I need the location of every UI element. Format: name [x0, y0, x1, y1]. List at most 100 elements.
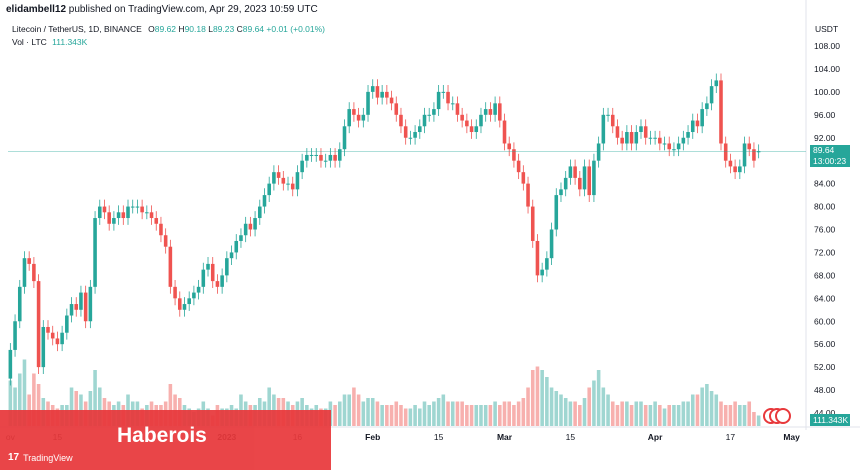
candle-body: [149, 212, 154, 219]
candle-body: [145, 212, 149, 214]
candle-body: [714, 80, 719, 87]
candle-body: [752, 149, 756, 161]
candle-body: [601, 114, 606, 144]
candle-body: [83, 292, 88, 322]
candle-body: [69, 304, 74, 316]
candle-body: [512, 149, 516, 161]
candle-body: [516, 160, 521, 173]
volume-bar: [681, 401, 686, 426]
promo-text: Haberois: [117, 424, 207, 447]
candle-body: [709, 86, 714, 104]
candle-body: [88, 286, 93, 322]
candle-body: [479, 114, 483, 127]
close-label: C: [236, 24, 243, 34]
volume-bar: [672, 405, 676, 426]
volume-bar: [582, 398, 587, 426]
volume-bar: [526, 387, 530, 426]
candle-body: [55, 338, 60, 345]
candle-body: [695, 120, 700, 127]
volume-bar: [97, 387, 102, 426]
price-tick-label: 104.00: [814, 64, 840, 74]
candle-body: [135, 206, 140, 208]
volume-bar: [540, 370, 544, 426]
volume-bar: [498, 405, 502, 426]
volume-bar: [403, 408, 408, 426]
price-tick-label: 56.00: [814, 339, 836, 349]
candle-body: [587, 166, 592, 196]
candle-body: [728, 160, 733, 167]
candle-body: [610, 114, 615, 127]
price-tick-label: 44.00: [814, 408, 836, 418]
candle-body: [427, 114, 431, 116]
volume-bar: [610, 401, 615, 426]
volume-bar: [36, 384, 41, 426]
volume-bar: [366, 398, 370, 426]
candle-body: [719, 80, 723, 144]
last-price: 89.64: [813, 145, 835, 155]
candle-body: [474, 126, 479, 133]
candle-body: [272, 172, 276, 184]
candle-body: [380, 91, 384, 98]
volume-bar: [719, 401, 723, 426]
volume-bar: [705, 384, 709, 426]
volume-label[interactable]: Vol · LTC: [12, 37, 47, 47]
candle-body: [469, 126, 474, 133]
candle-body: [276, 172, 281, 178]
currency-label: USDT: [815, 24, 839, 34]
change-value: +0.01 (+0.01%): [266, 24, 326, 34]
candle-body: [112, 218, 116, 224]
volume-bar: [752, 412, 756, 426]
volume-bar: [728, 405, 733, 426]
time-tick-label: 17: [726, 432, 736, 442]
promo-banner: Haberois 17 TradingView: [0, 410, 331, 470]
price-tick-label: 48.00: [814, 385, 836, 395]
candle-body: [596, 143, 601, 161]
volume-bar: [545, 377, 549, 426]
candle-body: [290, 183, 295, 190]
volume-bar: [413, 405, 417, 426]
candle-body: [173, 286, 177, 299]
candle-body: [168, 246, 173, 287]
volume-bar: [380, 405, 384, 426]
low-value: 89.23: [212, 24, 235, 34]
volume-bar: [662, 408, 667, 426]
publisher-name[interactable]: elidambell12: [6, 4, 67, 15]
candle-body: [257, 206, 262, 219]
volume-legend: Vol · LTC 111.343K: [12, 37, 87, 47]
candle-body: [648, 137, 653, 139]
tradingview-brand[interactable]: 17 TradingView: [8, 452, 73, 463]
high-label: H: [178, 24, 185, 34]
candle-body: [436, 91, 441, 110]
open-value: 89.62: [154, 24, 177, 34]
volume-bar: [723, 405, 728, 426]
candle-body: [342, 126, 347, 150]
brand-name: TradingView: [23, 452, 73, 463]
candle-body: [686, 132, 690, 138]
candle-body: [65, 315, 69, 333]
volume-bar: [625, 401, 629, 426]
volume-bar: [648, 405, 653, 426]
candle-body: [629, 132, 634, 144]
flag-icon[interactable]: [775, 408, 791, 424]
price-tick-label: 76.00: [814, 225, 836, 235]
candle-body: [498, 103, 502, 121]
candle-body: [385, 91, 389, 98]
candle-body: [530, 206, 535, 241]
symbol-title[interactable]: Litecoin / TetherUS, 1D, BINANCE: [12, 24, 142, 34]
candle-body: [733, 166, 737, 173]
candle-body: [352, 109, 356, 115]
candle-body: [159, 223, 163, 236]
candle-body: [196, 286, 201, 293]
price-tick-label: 84.00: [814, 179, 836, 189]
candle-body: [22, 258, 27, 287]
candle-body: [97, 206, 102, 219]
high-value: 90.18: [184, 24, 206, 34]
candle-body: [460, 114, 464, 121]
time-tick-label: May: [783, 432, 800, 442]
volume-bar: [338, 401, 342, 426]
candle-body: [267, 183, 271, 196]
candle-body: [286, 183, 290, 185]
candle-body: [13, 321, 17, 350]
candle-body: [488, 109, 493, 115]
